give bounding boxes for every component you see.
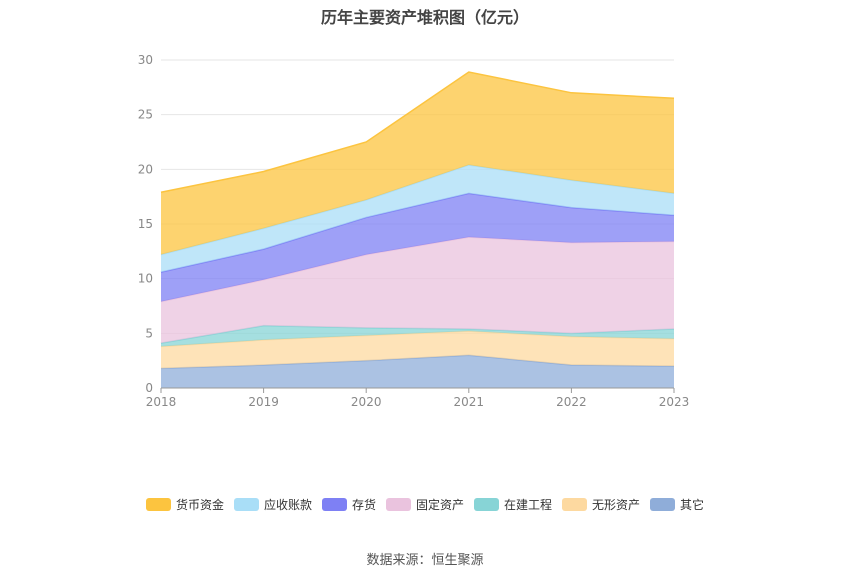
legend-swatch	[474, 498, 499, 511]
area-series-5	[161, 164, 674, 273]
area-series-3	[161, 237, 674, 344]
legend-item[interactable]: 无形资产	[562, 496, 640, 513]
area-series	[160, 71, 675, 388]
x-tick-label: 2023	[659, 395, 690, 409]
legend-swatch	[385, 498, 411, 511]
x-tick-label: 2018	[146, 395, 177, 409]
legend-swatch	[233, 498, 259, 511]
legend-label: 货币资金	[175, 498, 224, 512]
y-tick-label: 25	[138, 108, 153, 122]
legend: 货币资金 应收账款 存货 固定资产 在建工程 无形资产 其它	[0, 496, 850, 513]
x-tick-label: 2022	[556, 395, 587, 409]
legend-item[interactable]: 货币资金	[145, 496, 224, 513]
legend-label: 其它	[680, 498, 705, 512]
legend-item[interactable]: 应收账款	[233, 496, 312, 513]
legend-label: 存货	[351, 498, 376, 512]
y-tick-label: 20	[138, 162, 153, 176]
legend-swatch	[650, 498, 676, 511]
x-tick-label: 2019	[248, 395, 279, 409]
area-series-4	[161, 193, 674, 302]
data-source-note: 数据来源：恒生聚源	[366, 553, 484, 568]
y-tick-label: 0	[145, 381, 153, 395]
y-tick-label: 5	[145, 326, 153, 340]
legend-label: 在建工程	[504, 498, 553, 512]
legend-label: 应收账款	[263, 498, 312, 512]
legend-swatch	[145, 498, 171, 511]
area-edge-6	[160, 71, 675, 194]
legend-swatch	[321, 498, 347, 511]
legend-item[interactable]: 固定资产	[385, 496, 464, 513]
legend-item[interactable]: 在建工程	[474, 496, 552, 513]
x-tick-label: 2020	[351, 395, 382, 409]
area-series-6	[161, 72, 674, 255]
chart-title: 历年主要资产堆积图（亿元）	[320, 8, 529, 27]
y-tick-label: 30	[138, 53, 153, 67]
legend-swatch	[562, 498, 588, 511]
area-series-0	[161, 355, 674, 388]
x-tick-label: 2021	[454, 395, 485, 409]
legend-item[interactable]: 其它	[650, 496, 704, 513]
axes: 0 5 10 15 20 25 30 2018 2019 2020 2021 2022 2023	[138, 53, 690, 409]
area-series-1	[161, 331, 674, 369]
y-tick-label: 10	[138, 272, 153, 286]
legend-label: 无形资产	[592, 498, 641, 512]
legend-item[interactable]: 存货	[321, 496, 376, 513]
y-tick-label: 15	[138, 217, 153, 231]
legend-label: 固定资产	[415, 498, 464, 512]
area-series-2	[161, 325, 674, 347]
